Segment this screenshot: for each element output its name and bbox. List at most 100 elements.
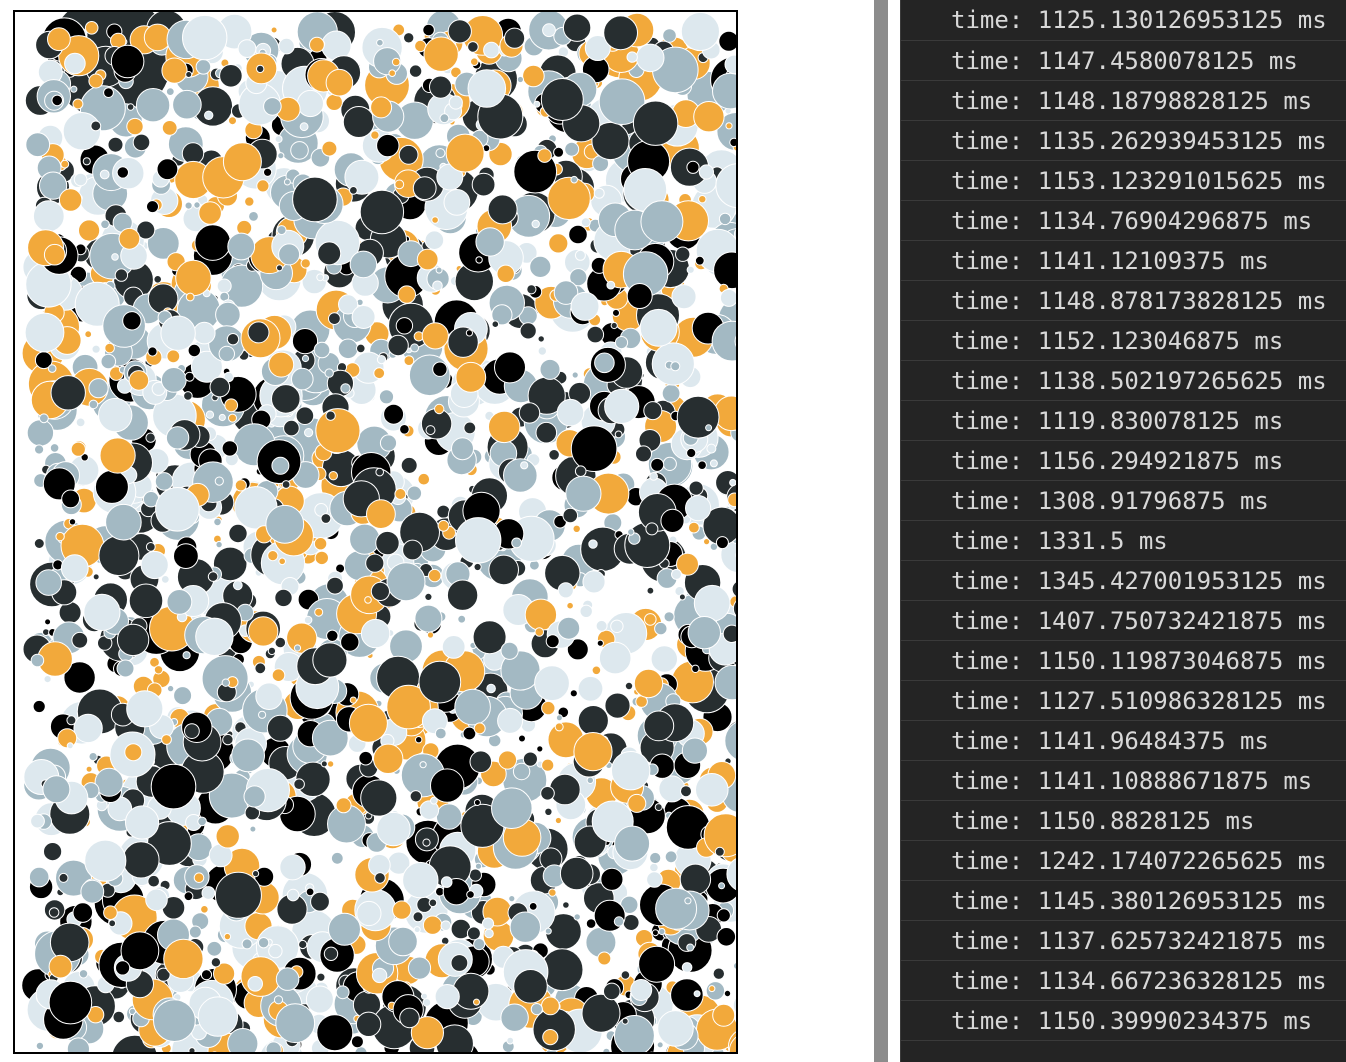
bubble [462, 726, 477, 741]
bubble [283, 178, 291, 186]
bubble [358, 750, 374, 766]
bubble [496, 264, 515, 283]
bubble [275, 967, 300, 991]
bubble [466, 890, 475, 899]
bubble [104, 342, 115, 354]
bubble [147, 874, 160, 888]
bubble [84, 21, 99, 35]
bubble [530, 1003, 543, 1016]
bubble [296, 89, 324, 118]
bubble [473, 938, 486, 951]
bubble-canvas [13, 10, 738, 1054]
bubble [434, 403, 445, 415]
bubble [116, 623, 150, 657]
bubble [614, 825, 651, 862]
bubble [215, 301, 241, 328]
bubble [518, 734, 526, 743]
bubble [263, 97, 282, 116]
bubble [698, 195, 707, 204]
bubble [416, 248, 439, 271]
bubble [544, 927, 552, 935]
bubble [78, 969, 89, 979]
bubble [75, 417, 86, 428]
bubble [99, 169, 110, 180]
bubble [373, 47, 402, 76]
bubble [115, 960, 131, 976]
bubble [314, 550, 329, 566]
bubble [437, 519, 450, 532]
bubble [626, 283, 653, 309]
bubble [114, 268, 129, 282]
bubble [595, 619, 608, 632]
bubble [200, 969, 213, 981]
bubble [663, 611, 675, 623]
bubble [630, 979, 653, 1001]
bubble [473, 998, 480, 1006]
bubble [145, 432, 156, 443]
bubble [421, 322, 449, 350]
bubble [412, 911, 424, 923]
bubble [406, 485, 423, 501]
bubble [670, 361, 681, 372]
bubble [30, 813, 45, 829]
bubble [193, 321, 216, 345]
bubble [128, 370, 150, 391]
bubble [557, 616, 581, 640]
bubble [422, 998, 432, 1007]
bubble [376, 133, 400, 158]
bubble [295, 406, 315, 426]
bubble [713, 251, 736, 290]
bubble [221, 440, 239, 457]
bubble [715, 163, 736, 209]
bubble [494, 351, 526, 384]
bubble [112, 1010, 126, 1024]
bubble [542, 23, 556, 38]
panel-divider[interactable] [874, 0, 888, 1062]
bubble [78, 219, 101, 242]
bubble [526, 284, 537, 295]
bubble [43, 243, 66, 266]
bubble [107, 136, 124, 153]
bubble [228, 413, 237, 423]
bubble [678, 593, 686, 601]
bubble [440, 876, 453, 888]
console-log-entry: time: 1150.39990234375 ms [901, 1001, 1346, 1041]
console-log-entry: time: 1145.380126953125 ms [901, 881, 1346, 921]
bubble [497, 750, 518, 770]
bubble [359, 189, 405, 235]
bubble [688, 480, 704, 496]
bubble [374, 872, 386, 884]
bubble [145, 888, 168, 912]
bubble [321, 140, 338, 157]
bubble [693, 101, 725, 133]
bubble [455, 517, 502, 564]
bubble [279, 854, 306, 881]
bubble [539, 358, 561, 380]
bubble [271, 384, 301, 414]
bubble [257, 937, 270, 949]
bubble [42, 842, 63, 862]
bubble [639, 308, 678, 347]
bubble [658, 927, 666, 936]
bubble [645, 522, 659, 536]
bubble [98, 535, 140, 577]
bubble [73, 172, 88, 187]
bubble [227, 232, 256, 261]
bubble [422, 838, 431, 847]
bubble [156, 967, 171, 982]
bubble [84, 839, 127, 882]
bubble [635, 43, 665, 73]
bubble [588, 539, 598, 549]
bubble [670, 978, 704, 1012]
bubble-field [21, 12, 736, 1052]
bubble [655, 887, 698, 930]
bubble [586, 325, 605, 344]
bubble [513, 969, 548, 1004]
bubble [66, 715, 77, 726]
bubble [446, 579, 479, 611]
bubble [554, 816, 563, 825]
bubble [51, 94, 64, 107]
bubble [733, 228, 736, 240]
bubble [312, 642, 348, 678]
bubble [598, 641, 632, 675]
